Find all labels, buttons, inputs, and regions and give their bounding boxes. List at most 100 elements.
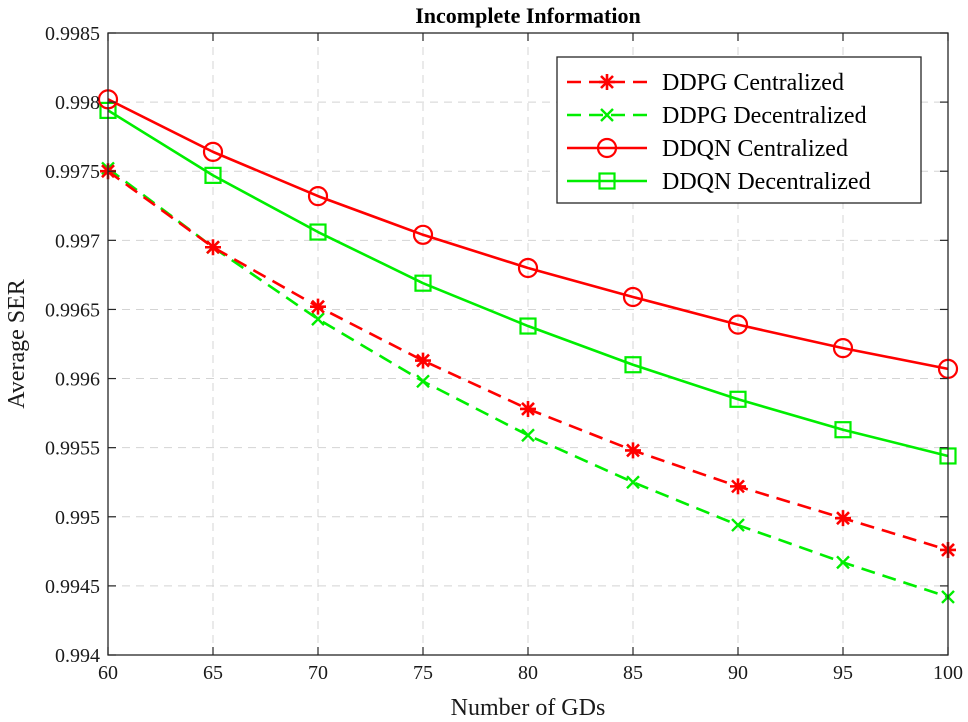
data-point-ddpg-decentralized	[416, 374, 430, 389]
marker-circle	[596, 137, 618, 159]
marker-x	[836, 555, 850, 570]
data-point-ddqn-centralized	[412, 224, 434, 245]
legend-marker	[596, 137, 618, 159]
data-point-ddpg-centralized	[205, 239, 221, 256]
data-point-ddpg-decentralized	[731, 518, 745, 532]
data-point-ddpg-decentralized	[626, 475, 640, 490]
x-axis-tick-labels: 60 65 70 75 80 85 90 95 100	[98, 662, 963, 684]
data-point-ddqn-decentralized	[729, 390, 747, 408]
marker-asterisk	[205, 239, 221, 256]
legend-marker	[598, 172, 616, 190]
marker-circle	[517, 257, 539, 279]
y-tick-label: 0.998	[55, 92, 100, 114]
legend-label: DDPG Centralized	[662, 70, 844, 96]
marker-square	[729, 390, 747, 408]
y-axis-tick-labels: 0.994 0.9945 0.995 0.9955 0.996 0.9965 0.997 0.…	[45, 23, 100, 667]
y-axis-title: Average SER	[4, 279, 30, 409]
marker-square	[624, 356, 642, 374]
marker-circle	[307, 186, 329, 207]
marker-square	[309, 223, 327, 241]
data-point-ddpg-centralized	[730, 478, 746, 495]
data-point-ddqn-centralized	[622, 286, 644, 308]
marker-square	[414, 274, 432, 292]
data-point-ddqn-centralized	[307, 186, 329, 207]
legend-label: DDQN Decentralized	[662, 169, 871, 195]
series-line-ddpg-decentralized	[107, 167, 949, 599]
legend-entries: DDPG Centralized DDPG Decentralized DDQN C…	[567, 70, 871, 195]
data-point-ddpg-decentralized	[836, 555, 850, 570]
data-point-ddpg-centralized	[415, 352, 431, 369]
legend-entry-ddpg-centralized: DDPG Centralized	[567, 70, 844, 96]
data-point-ddqn-centralized	[202, 141, 224, 162]
marker-circle	[202, 141, 224, 162]
x-tick-label: 95	[833, 662, 853, 684]
marker-asterisk	[835, 510, 851, 527]
marker-asterisk	[415, 352, 431, 369]
legend-entry-ddqn-centralized: DDQN Centralized	[567, 136, 848, 162]
marker-x	[311, 312, 325, 326]
x-tick-label: 75	[413, 662, 433, 684]
data-point-ddqn-decentralized	[204, 166, 222, 184]
marker-square	[519, 317, 537, 335]
marker-x	[731, 518, 745, 532]
data-point-ddpg-decentralized	[311, 312, 325, 326]
marker-square	[834, 421, 852, 439]
y-tick-label: 0.9955	[45, 438, 100, 460]
marker-asterisk	[520, 400, 536, 417]
y-tick-label: 0.997	[55, 230, 100, 252]
series-line-ddpg-centralized	[107, 170, 949, 552]
data-point-ddpg-centralized	[310, 298, 326, 315]
legend-marker	[599, 74, 615, 90]
x-tick-label: 70	[308, 662, 328, 684]
legend-entry-ddqn-decentralized: DDQN Decentralized	[567, 169, 871, 195]
marker-circle	[412, 224, 434, 245]
data-point-ddpg-decentralized	[521, 428, 535, 443]
y-tick-label: 0.996	[55, 369, 100, 391]
data-point-ddqn-decentralized	[519, 317, 537, 335]
series-ddpg-decentralized	[101, 161, 955, 604]
x-tick-label: 90	[728, 662, 748, 684]
series-line-ddqn-decentralized	[107, 109, 949, 458]
y-tick-label: 0.9975	[45, 161, 100, 183]
y-tick-label: 0.994	[55, 645, 100, 667]
marker-x	[521, 428, 535, 443]
y-tick-label: 0.9965	[45, 299, 100, 321]
marker-x	[416, 374, 430, 389]
x-tick-label: 85	[623, 662, 643, 684]
x-tick-label: 60	[98, 662, 118, 684]
data-point-ddqn-centralized	[832, 338, 854, 359]
x-tick-label: 80	[518, 662, 538, 684]
marker-square	[204, 166, 222, 184]
data-point-ddqn-centralized	[727, 314, 749, 335]
data-point-ddqn-decentralized	[834, 421, 852, 439]
marker-x	[600, 108, 614, 122]
legend-label: DDQN Centralized	[662, 136, 848, 162]
data-point-ddpg-centralized	[520, 400, 536, 417]
y-tick-label: 0.995	[55, 507, 100, 529]
legend-marker	[600, 108, 614, 122]
chart-title: Incomplete Information	[415, 3, 640, 28]
data-point-ddpg-centralized	[625, 442, 641, 459]
legend-entry-ddpg-decentralized: DDPG Decentralized	[567, 103, 867, 129]
data-point-ddqn-decentralized	[309, 223, 327, 241]
axis-ticks	[107, 32, 949, 656]
x-tick-label: 65	[203, 662, 223, 684]
data-point-ddqn-centralized	[517, 257, 539, 279]
marker-square	[598, 172, 616, 190]
legend: DDPG Centralized DDPG Decentralized DDQN C…	[556, 56, 922, 204]
marker-circle	[832, 338, 854, 359]
x-tick-label: 100	[933, 662, 963, 684]
marker-circle	[727, 314, 749, 335]
x-axis-title: Number of GDs	[451, 695, 606, 721]
marker-x	[626, 475, 640, 490]
data-point-ddqn-decentralized	[624, 356, 642, 374]
series-line-ddqn-centralized	[107, 98, 949, 371]
marker-asterisk	[625, 442, 641, 459]
data-point-ddqn-decentralized	[414, 274, 432, 292]
legend-label: DDPG Decentralized	[662, 103, 867, 129]
marker-asterisk	[599, 74, 615, 90]
marker-asterisk	[730, 478, 746, 495]
marker-circle	[622, 286, 644, 308]
marker-asterisk	[310, 298, 326, 315]
